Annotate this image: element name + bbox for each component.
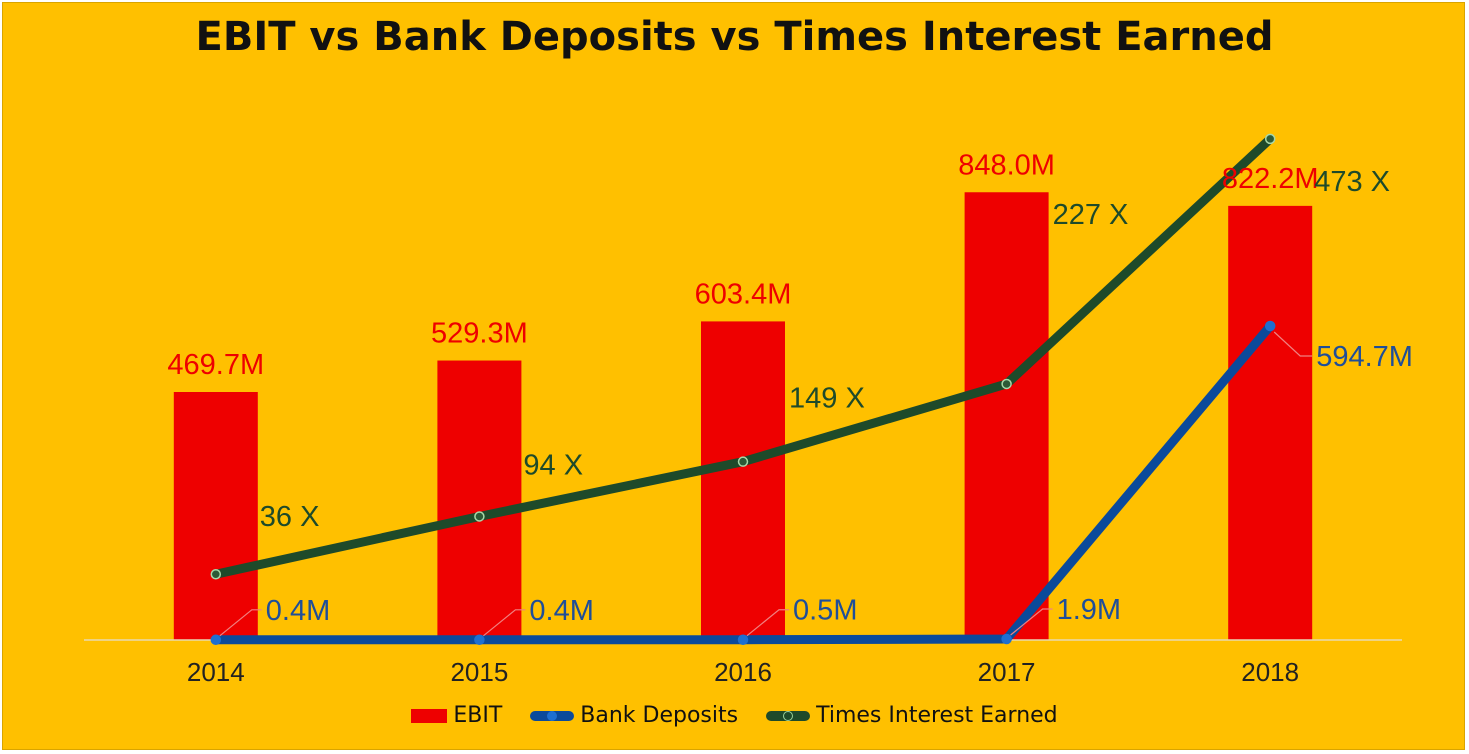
point-bank-deposits-2018 <box>1264 320 1276 332</box>
legend-label-ebit: EBIT <box>453 703 503 728</box>
bar-ebit-2016 <box>701 321 785 640</box>
legend-label-times-interest-earned: Times Interest Earned <box>816 703 1058 728</box>
bar-ebit-2014 <box>173 391 258 640</box>
point-times-interest-earned-2018 <box>1264 133 1276 145</box>
data-label-bank-deposits-2016: 0.5M <box>793 595 857 627</box>
bar-ebit-2018 <box>1228 205 1313 640</box>
x-tick-label-2017: 2017 <box>978 657 1036 687</box>
point-bank-deposits-2017 <box>1001 633 1012 645</box>
data-label-times-interest-earned-2017: 227 X <box>1053 199 1129 231</box>
leader-line-bank-deposits-2018 <box>1273 331 1313 357</box>
leader-line-bank-deposits-2017 <box>1010 608 1053 636</box>
data-label-ebit-2018: 822.2M <box>1222 163 1319 195</box>
data-label-times-interest-earned-2015: 94 X <box>523 449 583 481</box>
x-tick-label-2014: 2014 <box>187 657 245 687</box>
x-tick-label-2016: 2016 <box>714 657 772 687</box>
data-label-ebit-2016: 603.4M <box>695 278 792 310</box>
leader-line-bank-deposits-2014 <box>219 609 262 637</box>
point-times-interest-earned-2014 <box>210 568 222 580</box>
legend-item-bank-deposits: Bank Deposits <box>530 703 738 728</box>
point-times-interest-earned-2017 <box>1001 378 1012 390</box>
point-times-interest-earned-2015 <box>474 511 485 522</box>
bar-ebit-2017 <box>964 192 1049 641</box>
legend-item-times-interest-earned: Times Interest Earned <box>766 703 1058 728</box>
chart-legend: EBIT Bank Deposits Times Interest Earned <box>0 703 1469 728</box>
point-bank-deposits-2014 <box>210 634 222 646</box>
point-bank-deposits-2015 <box>474 634 485 646</box>
leader-line-bank-deposits-2016 <box>746 609 789 637</box>
x-tick-label-2018: 2018 <box>1241 657 1299 687</box>
data-label-times-interest-earned-2016: 149 X <box>789 383 865 415</box>
x-tick-label-2015: 2015 <box>450 657 508 687</box>
data-label-bank-deposits-2017: 1.9M <box>1057 594 1121 626</box>
legend-item-ebit: EBIT <box>411 703 502 728</box>
legend-swatch-bank-deposits <box>530 710 575 721</box>
data-label-bank-deposits-2015: 0.4M <box>529 595 593 627</box>
data-label-ebit-2014: 469.7M <box>167 349 264 381</box>
data-label-times-interest-earned-2014: 36 X <box>260 501 320 533</box>
bar-ebit-2015 <box>437 360 522 640</box>
data-label-ebit-2017: 848.0M <box>958 149 1055 181</box>
data-label-bank-deposits-2014: 0.4M <box>266 595 330 627</box>
data-label-times-interest-earned-2018: 473 X <box>1314 166 1390 198</box>
legend-swatch-ebit <box>411 708 448 723</box>
data-label-ebit-2015: 529.3M <box>431 318 528 350</box>
point-bank-deposits-2016 <box>737 634 749 645</box>
leader-line-bank-deposits-2015 <box>483 609 526 637</box>
chart-title: EBIT vs Bank Deposits vs Times Interest … <box>195 14 1274 60</box>
legend-swatch-times-interest-earned <box>766 710 811 721</box>
data-label-bank-deposits-2018: 594.7M <box>1316 341 1413 373</box>
legend-label-bank-deposits: Bank Deposits <box>580 703 739 728</box>
point-times-interest-earned-2016 <box>737 456 749 467</box>
